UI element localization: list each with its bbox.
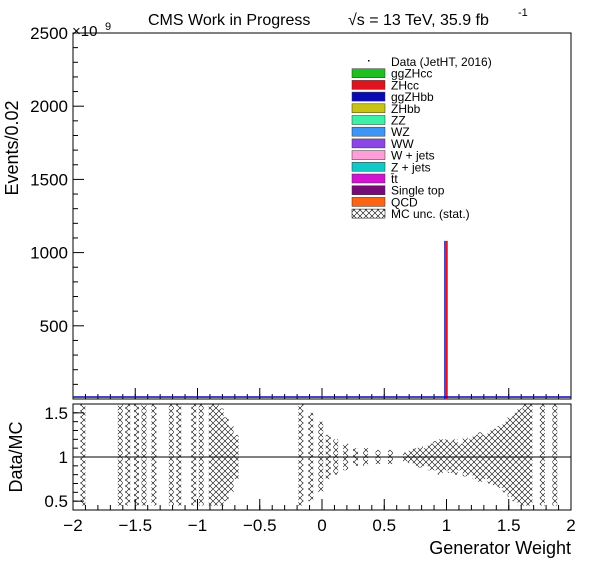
legend-swatch — [351, 68, 386, 78]
main-y-tick-label: 1000 — [30, 244, 68, 263]
legend-swatch — [351, 150, 386, 160]
legend-swatch — [351, 91, 386, 102]
ratio-uncertainty-band — [151, 404, 157, 506]
main-y-tick-label: 1500 — [30, 170, 68, 189]
legend-swatch — [351, 138, 386, 149]
legend-swatch — [351, 162, 386, 172]
ratio-uncertainty-band — [213, 404, 219, 506]
y-multiplier-exponent: 9 — [105, 21, 111, 33]
x-tick-label: 1 — [442, 516, 451, 535]
legend-swatch — [351, 115, 386, 125]
legend-swatch — [351, 80, 386, 90]
x-tick-label: 1.5 — [497, 516, 521, 535]
ratio-uncertainty-band — [141, 404, 147, 506]
legend-label: Z + jets — [391, 160, 431, 174]
legend-label: WZ — [391, 125, 410, 139]
legend-label: W + jets — [391, 149, 435, 163]
ratio-uncertainty-band — [191, 404, 197, 506]
legend-label: ZHbb — [391, 102, 421, 116]
ratio-y-tick-label: 1.5 — [44, 404, 68, 423]
ratio-uncertainty-band — [176, 404, 182, 506]
ratio-uncertainty-band — [527, 404, 533, 506]
x-tick-label: 2 — [566, 516, 575, 535]
ratio-uncertainty-band — [522, 404, 528, 506]
legend-swatch — [351, 185, 386, 195]
ratio-uncertainty-band — [223, 417, 229, 502]
x-axis-label: Generator Weight — [429, 538, 571, 558]
x-tick-label: 0.5 — [372, 516, 396, 535]
ratio-uncertainty-band — [125, 404, 131, 506]
ratio-uncertainty-band — [198, 404, 204, 506]
ratio-uncertainty-band — [298, 404, 304, 506]
energy-lumi-label: √s = 13 TeV, 35.9 fb — [348, 12, 489, 29]
main-y-tick-label: 2000 — [30, 97, 68, 116]
ratio-uncertainty-band — [552, 404, 558, 506]
legend-swatch — [351, 126, 386, 137]
legend-marker — [368, 60, 370, 62]
legend-label: ZHcc — [391, 78, 419, 92]
histogram-bar — [445, 240, 448, 399]
main-y-axis-label: Events/0.02 — [2, 100, 22, 195]
main-y-tick-label: 500 — [40, 317, 68, 336]
x-tick-label: −1 — [188, 516, 207, 535]
legend-label: ggZHcc — [391, 67, 432, 81]
legend-swatch — [351, 103, 386, 114]
legend-label: ggZHbb — [391, 90, 434, 104]
legend-label: MC unc. (stat.) — [391, 207, 470, 221]
ratio-y-axis-label: Data/MC — [6, 421, 26, 492]
legend: Data (JetHT, 2016)ggZHccZHccggZHbbZHbbZZ… — [351, 55, 492, 221]
main-plot-frame — [72, 32, 572, 400]
x-tick-label: −0.5 — [243, 516, 277, 535]
ratio-uncertainty-band — [80, 404, 86, 506]
y-multiplier: ×10 — [72, 23, 97, 40]
x-tick-label: 0 — [317, 516, 326, 535]
legend-swatch — [351, 197, 386, 207]
legend-swatch — [351, 173, 386, 184]
ratio-uncertainty-band — [168, 404, 174, 506]
ratio-uncertainty-band — [432, 441, 438, 471]
chart-title: CMS Work in Progress — [148, 12, 310, 29]
legend-label: Data (JetHT, 2016) — [391, 55, 492, 69]
x-tick-label: −1.5 — [118, 516, 152, 535]
ratio-uncertainty-band — [208, 404, 214, 506]
legend-label: Single top — [391, 184, 445, 198]
ratio-uncertainty-band — [539, 404, 545, 506]
ratio-y-tick-label: 0.5 — [44, 492, 68, 511]
legend-swatch — [351, 208, 386, 219]
main-y-tick-label: 2500 — [30, 24, 68, 43]
legend-label: ZZ — [391, 114, 406, 128]
ratio-uncertainty-band — [134, 404, 139, 506]
legend-label: QCD — [391, 195, 418, 209]
lumi-exponent: -1 — [518, 7, 528, 19]
ratio-uncertainty-band — [442, 439, 448, 471]
ratio-uncertainty-band — [117, 404, 123, 506]
legend-label: t̄t — [391, 172, 399, 186]
ratio-y-tick-label: 1 — [59, 448, 68, 467]
legend-label: WW — [391, 137, 414, 151]
ratio-uncertainty-band — [228, 426, 234, 493]
x-tick-label: −2 — [63, 516, 82, 535]
